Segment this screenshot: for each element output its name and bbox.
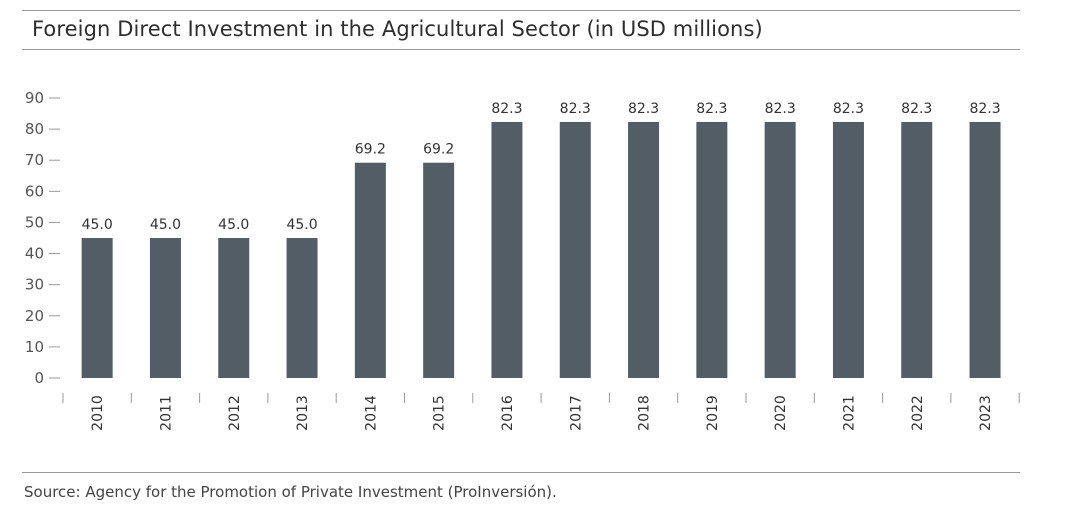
y-tick-label: 50 bbox=[25, 213, 44, 231]
bar-2021 bbox=[832, 121, 864, 378]
x-tick-label-2011: 2011 bbox=[158, 395, 174, 431]
data-label-2014: 69.2 bbox=[355, 142, 386, 158]
x-tick-label-2012: 2012 bbox=[227, 395, 243, 431]
y-tick-label: 40 bbox=[25, 245, 44, 263]
data-label-2019: 82.3 bbox=[696, 101, 727, 117]
x-tick-label-2016: 2016 bbox=[500, 395, 516, 431]
bar-chart: 0 10 20 30 40 50 60 70 80 90 2010 2011 2012 2013 2014… bbox=[25, 89, 1020, 431]
y-tick-label: 80 bbox=[25, 120, 44, 138]
title-rule bbox=[22, 49, 1020, 50]
x-tick-label-2021: 2021 bbox=[841, 395, 857, 431]
data-labels: 45.0 45.0 45.0 45.0 69.2 69.2 82.3 82.3 82.3 82.3… bbox=[82, 101, 1001, 233]
x-axis: 2010 2011 2012 2013 2014 2015 2016 2017 2018 2019… bbox=[62, 393, 1020, 431]
data-label-2013: 45.0 bbox=[286, 217, 317, 233]
bar-2019 bbox=[696, 121, 728, 378]
bar-2011 bbox=[149, 238, 181, 378]
bar-2022 bbox=[901, 121, 933, 378]
data-label-2023: 82.3 bbox=[969, 101, 1000, 117]
data-label-2018: 82.3 bbox=[628, 101, 659, 117]
data-label-2015: 69.2 bbox=[423, 142, 454, 158]
x-tick-label-2019: 2019 bbox=[705, 395, 721, 431]
bars bbox=[81, 121, 1001, 378]
bar-2017 bbox=[559, 121, 591, 378]
x-tick-label-2020: 2020 bbox=[773, 395, 789, 431]
data-label-2010: 45.0 bbox=[82, 217, 113, 233]
x-tick-label-2022: 2022 bbox=[910, 395, 926, 431]
x-tick-label-2017: 2017 bbox=[568, 395, 584, 431]
bar-2013 bbox=[286, 238, 318, 378]
bar-2018 bbox=[628, 121, 660, 378]
x-tick-label-2023: 2023 bbox=[978, 395, 994, 431]
data-label-2021: 82.3 bbox=[833, 101, 864, 117]
chart-title: Foreign Direct Investment in the Agricul… bbox=[32, 17, 763, 41]
y-tick-label: 20 bbox=[25, 307, 44, 325]
bar-2015 bbox=[423, 162, 455, 378]
y-tick-label: 70 bbox=[25, 151, 44, 169]
data-label-2020: 82.3 bbox=[765, 101, 796, 117]
bar-2023 bbox=[969, 121, 1001, 378]
y-tick-label: 60 bbox=[25, 182, 44, 200]
data-label-2011: 45.0 bbox=[150, 217, 181, 233]
x-tick-label-2015: 2015 bbox=[432, 395, 448, 431]
bottom-rule bbox=[22, 472, 1020, 473]
bar-2014 bbox=[354, 162, 386, 378]
y-tick-label: 10 bbox=[25, 338, 44, 356]
x-tick-label-2010: 2010 bbox=[90, 395, 106, 431]
data-label-2012: 45.0 bbox=[218, 217, 249, 233]
data-label-2016: 82.3 bbox=[491, 101, 522, 117]
bar-2016 bbox=[491, 121, 523, 378]
top-rule bbox=[22, 10, 1020, 11]
source-note: Source: Agency for the Promotion of Priv… bbox=[24, 483, 557, 501]
y-tick-label: 0 bbox=[34, 369, 44, 387]
bar-2010 bbox=[81, 238, 113, 378]
data-label-2022: 82.3 bbox=[901, 101, 932, 117]
x-tick-label-2018: 2018 bbox=[637, 395, 653, 431]
y-tick-label: 30 bbox=[25, 276, 44, 294]
y-tick-label: 90 bbox=[25, 89, 44, 107]
bar-2020 bbox=[764, 121, 796, 378]
data-label-2017: 82.3 bbox=[560, 101, 591, 117]
bar-2012 bbox=[218, 238, 250, 378]
x-tick-label-2013: 2013 bbox=[295, 395, 311, 431]
x-tick-label-2014: 2014 bbox=[363, 395, 379, 431]
y-axis: 0 10 20 30 40 50 60 70 80 90 bbox=[25, 89, 60, 387]
